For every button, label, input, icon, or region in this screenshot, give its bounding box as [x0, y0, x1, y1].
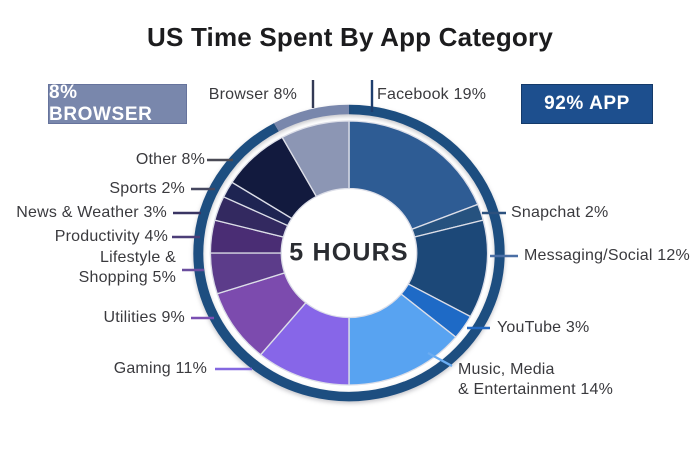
app-share-badge-label: 92% APP [544, 93, 630, 114]
music-media-entertainment-connector-line [427, 351, 453, 368]
snapchat-label: Snapchat 2% [511, 204, 609, 221]
donut-center-label: 5 HOURS [289, 238, 409, 267]
app-share-badge: 92% APP [521, 84, 653, 124]
browser-share-badge: 8% BROWSER [48, 82, 187, 125]
chart-title: US Time Spent By App Category [147, 22, 553, 52]
news-weather-label: News & Weather 3% [16, 204, 167, 221]
lifestyle-shopping-label: Lifestyle & Shopping 5% [78, 249, 176, 286]
slice-browser [281, 120, 350, 198]
productivity-label: Productivity 4% [54, 228, 168, 245]
messaging-social-label: Messaging/Social 12% [524, 247, 690, 264]
ring-browser-arc [274, 104, 350, 132]
browser-share-badge-label: 8% BROWSER [49, 82, 153, 125]
browser-label: Browser 8% [208, 86, 297, 103]
other-label: Other 8% [135, 151, 205, 168]
utilities-label: Utilities 9% [103, 309, 185, 326]
sports-label: Sports 2% [109, 180, 185, 197]
facebook-label: Facebook 19% [377, 86, 487, 103]
youtube-label: YouTube 3% [497, 319, 590, 336]
slice-facebook [348, 120, 479, 230]
music-media-entertainment-label: Music, Media & Entertainment 14% [458, 361, 613, 398]
ring-app-arc [193, 104, 505, 402]
gaming-label: Gaming 11% [113, 360, 207, 377]
